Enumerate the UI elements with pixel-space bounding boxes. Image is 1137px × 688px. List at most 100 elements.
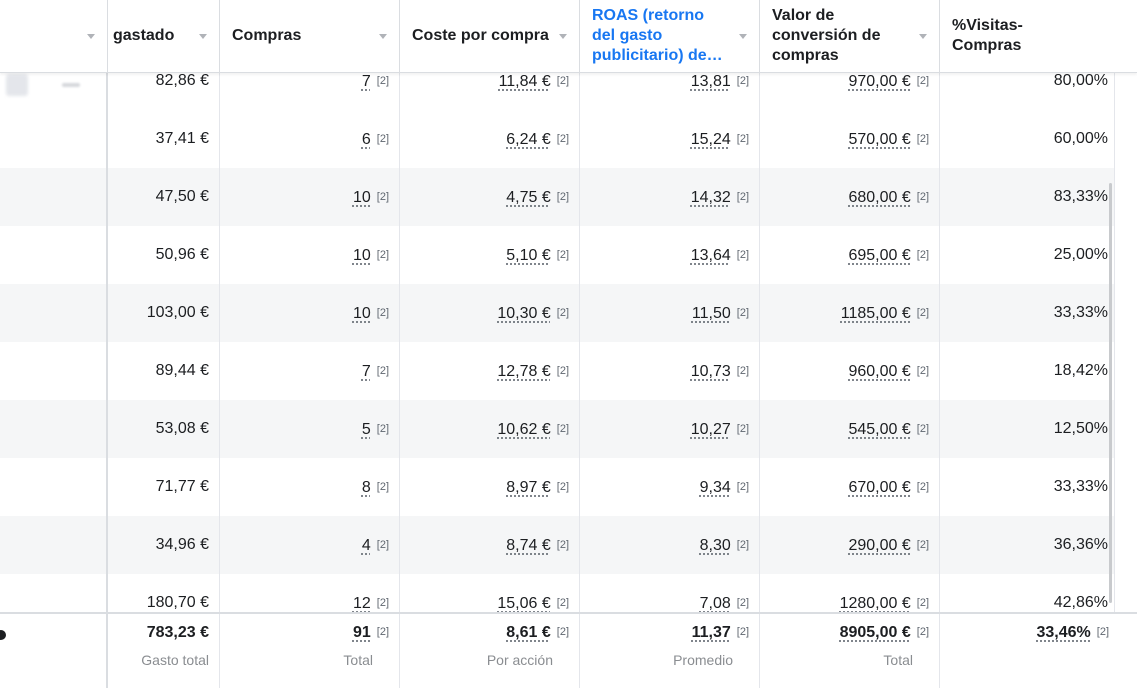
column-header-spent[interactable]: gastado	[108, 0, 220, 72]
column-header-visit-purchase-rate[interactable]: %Visitas-Compras	[940, 0, 1115, 72]
total-conversion-value[interactable]: 8905,00 €	[840, 624, 911, 641]
total-roas-value[interactable]: 11,37	[692, 624, 731, 641]
roas-value[interactable]: 8,30	[700, 537, 731, 554]
row-name-cell[interactable]	[0, 110, 108, 168]
footnote-marker: [2]	[737, 597, 749, 609]
footnote-marker: [2]	[557, 626, 569, 638]
roas-value[interactable]: 13,81	[691, 73, 731, 90]
visit-purchase-rate-cell: 33,33%	[940, 284, 1115, 342]
cost-value[interactable]: 10,62 €	[497, 421, 550, 438]
spent-value: 71,77 €	[156, 458, 209, 516]
conversion-value[interactable]: 1185,00 €	[841, 305, 911, 322]
roas-value[interactable]: 10,27	[691, 421, 731, 438]
footnote-marker: [2]	[917, 626, 929, 638]
sort-chevron-icon[interactable]	[559, 34, 567, 39]
conversion-value[interactable]: 545,00 €	[848, 421, 910, 438]
conversion-value[interactable]: 680,00 €	[848, 189, 910, 206]
spent-cell: 53,08 €	[108, 400, 220, 458]
table-row[interactable]: 89,44 € 7 [2] 12,78 € [2] 10,73 [2] 960,00 …	[0, 342, 1115, 400]
total-visit-purchase-rate-value[interactable]: 33,46%	[1037, 624, 1091, 641]
cost-value[interactable]: 8,74 €	[506, 537, 550, 554]
cost-value[interactable]: 4,75 €	[506, 189, 550, 206]
cost-cell: 12,78 € [2]	[400, 342, 580, 400]
table-row[interactable]: 47,50 € 10 [2] 4,75 € [2] 14,32 [2] 680,00 …	[0, 168, 1115, 226]
purchases-value[interactable]: 7	[362, 73, 371, 90]
table-row[interactable]: 53,08 € 5 [2] 10,62 € [2] 10,27 [2] 545,00 …	[0, 400, 1115, 458]
roas-value[interactable]: 11,50	[692, 305, 731, 322]
column-header-name[interactable]	[0, 0, 108, 72]
conversion-value-cell: 680,00 € [2]	[760, 168, 940, 226]
purchases-value[interactable]: 12	[353, 595, 371, 612]
sort-chevron-icon[interactable]	[379, 34, 387, 39]
purchases-value[interactable]: 4	[362, 537, 371, 554]
roas-value[interactable]: 13,64	[691, 247, 731, 264]
purchases-value[interactable]: 7	[362, 363, 371, 380]
table-row[interactable]: 103,00 € 10 [2] 10,30 € [2] 11,50 [2] 1185,…	[0, 284, 1115, 342]
footnote-marker: [2]	[917, 423, 929, 435]
roas-value[interactable]: 15,24	[691, 131, 731, 148]
table-row[interactable]: 37,41 € 6 [2] 6,24 € [2] 15,24 [2] 570,00 €…	[0, 110, 1115, 168]
conversion-value[interactable]: 695,00 €	[848, 247, 910, 264]
row-name-cell[interactable]	[0, 400, 108, 458]
column-header-purchases[interactable]: Compras	[220, 0, 400, 72]
conversion-value[interactable]: 960,00 €	[848, 363, 910, 380]
column-header-cost-per-purchase[interactable]: Coste por compra	[400, 0, 580, 72]
footnote-marker: [2]	[737, 423, 749, 435]
conversion-value[interactable]: 290,00 €	[848, 537, 910, 554]
column-header-conversion-value[interactable]: Valor de conversión de compras	[760, 0, 940, 72]
conversion-value[interactable]: 970,00 €	[848, 73, 910, 90]
conversion-value[interactable]: 1280,00 €	[840, 595, 911, 612]
sort-chevron-icon[interactable]	[919, 34, 927, 39]
footnote-marker: [2]	[377, 597, 389, 609]
scrollbar-track[interactable]	[1116, 72, 1137, 612]
spent-cell: 50,96 €	[108, 226, 220, 284]
purchases-value[interactable]: 5	[362, 421, 371, 438]
purchases-cell: 10 [2]	[220, 284, 400, 342]
cost-value[interactable]: 8,97 €	[506, 479, 550, 496]
total-cost-value[interactable]: 8,61 €	[506, 624, 550, 641]
purchases-value[interactable]: 10	[353, 305, 371, 322]
purchases-value[interactable]: 8	[362, 479, 371, 496]
conversion-value[interactable]: 670,00 €	[848, 479, 910, 496]
footnote-marker: [2]	[377, 191, 389, 203]
footnote-marker: [2]	[737, 307, 749, 319]
purchases-value[interactable]: 10	[353, 247, 371, 264]
sort-chevron-icon[interactable]	[739, 34, 747, 39]
cost-value[interactable]: 5,10 €	[506, 247, 550, 264]
sort-chevron-icon[interactable]	[199, 34, 207, 39]
cost-value[interactable]: 15,06 €	[497, 595, 550, 612]
spent-value: 53,08 €	[156, 400, 209, 458]
row-name-cell[interactable]	[0, 516, 108, 574]
table-row[interactable]: 50,96 € 10 [2] 5,10 € [2] 13,64 [2] 695,00 …	[0, 226, 1115, 284]
row-name-cell[interactable]	[0, 458, 108, 516]
visit-purchase-rate-value: 12,50%	[1054, 400, 1108, 458]
row-name-cell[interactable]	[0, 342, 108, 400]
conversion-value[interactable]: 570,00 €	[848, 131, 910, 148]
cost-value[interactable]: 6,24 €	[506, 131, 550, 148]
roas-value[interactable]: 9,34	[700, 479, 731, 496]
roas-value[interactable]: 14,32	[691, 189, 731, 206]
table-row[interactable]: 71,77 € 8 [2] 8,97 € [2] 9,34 [2] 670,00 € […	[0, 458, 1115, 516]
purchases-value[interactable]: 10	[353, 189, 371, 206]
roas-value[interactable]: 10,73	[691, 363, 731, 380]
spent-cell: 89,44 €	[108, 342, 220, 400]
total-purchases-value[interactable]: 91	[353, 624, 371, 641]
cost-value[interactable]: 10,30 €	[497, 305, 550, 322]
footnote-marker: [2]	[737, 191, 749, 203]
footnote-marker: [2]	[557, 539, 569, 551]
sort-chevron-icon[interactable]	[87, 34, 95, 39]
spent-value: 34,96 €	[156, 516, 209, 574]
cost-value[interactable]: 11,84 €	[499, 73, 551, 90]
roas-value[interactable]: 7,08	[700, 595, 731, 612]
purchases-value[interactable]: 6	[362, 131, 371, 148]
spent-cell: 37,41 €	[108, 110, 220, 168]
footnote-marker: [2]	[737, 481, 749, 493]
row-name-cell[interactable]	[0, 284, 108, 342]
table-row[interactable]: 34,96 € 4 [2] 8,74 € [2] 8,30 [2] 290,00 € […	[0, 516, 1115, 574]
row-name-cell[interactable]	[0, 168, 108, 226]
scrollbar-thumb[interactable]	[1109, 183, 1112, 603]
row-name-cell[interactable]	[0, 226, 108, 284]
column-header-roas[interactable]: ROAS (retorno del gasto publicitario) de…	[580, 0, 760, 72]
conversion-value-cell: 290,00 € [2]	[760, 516, 940, 574]
cost-value[interactable]: 12,78 €	[497, 363, 550, 380]
